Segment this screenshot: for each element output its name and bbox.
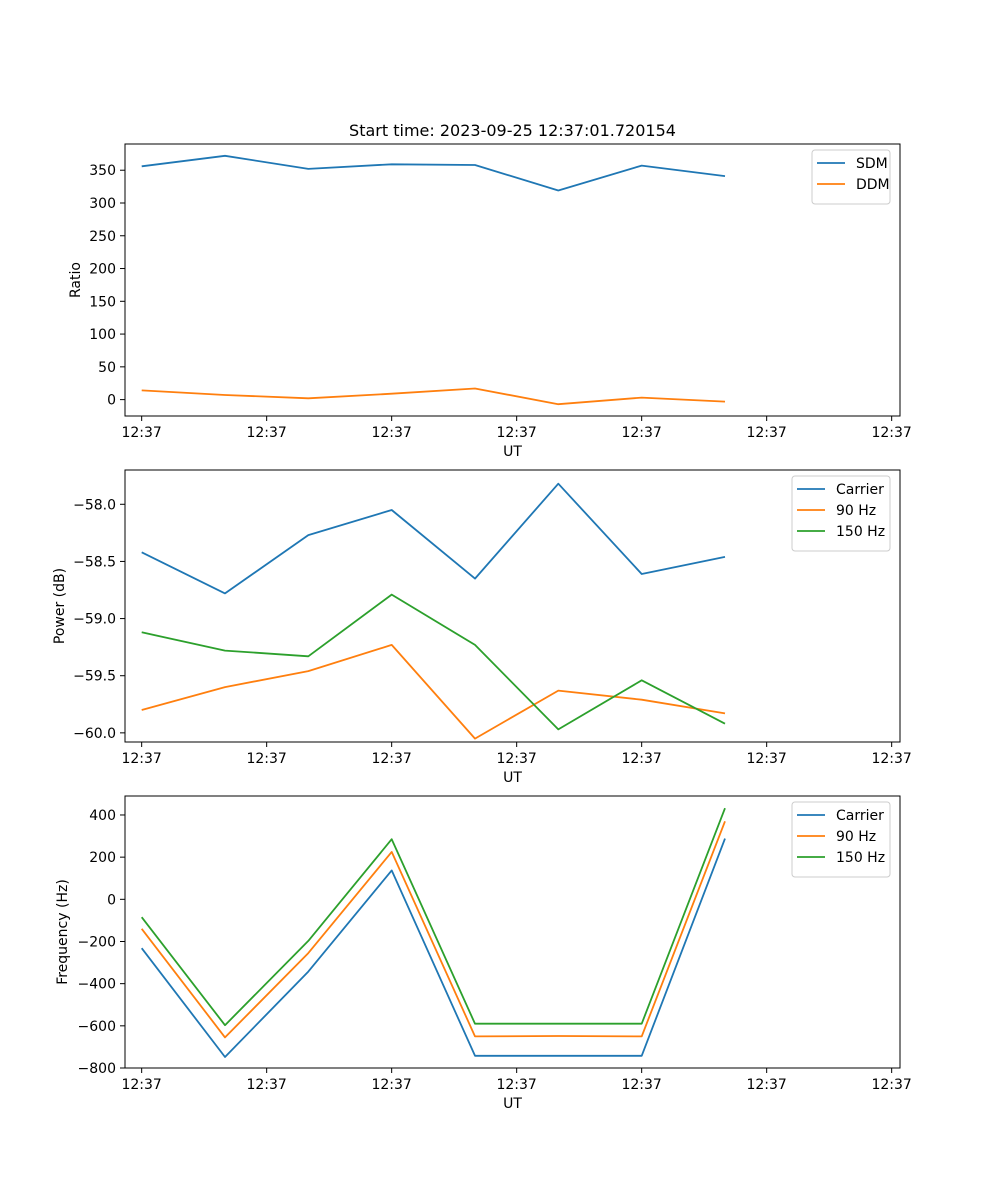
figure-title: Start time: 2023-09-25 12:37:01.720154 bbox=[349, 121, 676, 140]
frequency-x-tick-label: 12:37 bbox=[246, 1077, 286, 1093]
frequency-y-tick-label: 200 bbox=[89, 850, 116, 866]
power-x-tick-label: 12:37 bbox=[621, 751, 661, 767]
frequency-series-line-carrier bbox=[140, 838, 726, 1058]
ratio-legend-entry: SDM bbox=[856, 156, 888, 172]
frequency-x-tick-label: 12:37 bbox=[121, 1077, 161, 1093]
frequency-y-tick-label: 400 bbox=[89, 808, 116, 824]
frequency-y-tick-label: −400 bbox=[78, 977, 116, 993]
ratio-y-axis-label: Ratio bbox=[68, 262, 84, 298]
power-y-tick-label: −58.5 bbox=[73, 554, 116, 570]
frequency-legend-box bbox=[791, 801, 891, 878]
ratio-series-line-sdm bbox=[141, 154, 726, 192]
ratio-y-tick-label: 250 bbox=[89, 229, 116, 245]
ratio-legend: SDM DDM bbox=[811, 149, 891, 205]
frequency-y-axis-label: Frequency (Hz) bbox=[55, 879, 71, 985]
power-y-axis-label: Power (dB) bbox=[52, 568, 68, 644]
power-x-tick-label: 12:37 bbox=[496, 751, 536, 767]
frequency-legend-entry: Carrier bbox=[836, 808, 884, 824]
frequency-x-tick-label: 12:37 bbox=[371, 1077, 411, 1093]
power-x-axis-label: UT bbox=[503, 770, 522, 786]
ratio-x-tick-label: 12:37 bbox=[371, 425, 411, 441]
ratio-legend-entry: DDM bbox=[856, 177, 890, 193]
ratio-x-tick-label: 12:37 bbox=[746, 425, 786, 441]
ratio-x-tick-label: 12:37 bbox=[871, 425, 911, 441]
ratio-x-tick-label: 12:37 bbox=[246, 425, 286, 441]
frequency-y-tick-label: −800 bbox=[78, 1061, 116, 1077]
power-y-tick-label: −58.0 bbox=[73, 497, 116, 513]
frequency-legend-entry: 150 Hz bbox=[836, 850, 885, 866]
frequency-x-tick-label: 12:37 bbox=[496, 1077, 536, 1093]
frequency-y-tick-label: −200 bbox=[78, 934, 116, 950]
power-legend-entry: 150 Hz bbox=[836, 524, 885, 540]
power-legend: Carrier 90 Hz 150 Hz bbox=[791, 475, 891, 552]
ratio-y-tick-label: 350 bbox=[89, 163, 116, 179]
frequency-series-line-90-hz bbox=[140, 820, 726, 1039]
power-x-tick-label: 12:37 bbox=[746, 751, 786, 767]
frequency-legend: Carrier 90 Hz 150 Hz bbox=[791, 801, 891, 878]
power-axes-frame bbox=[124, 469, 901, 743]
ratio-y-tick-label: 50 bbox=[98, 360, 116, 376]
frequency-legend-entry: 90 Hz bbox=[836, 829, 876, 845]
power-x-tick-label: 12:37 bbox=[371, 751, 411, 767]
power-x-tick-label: 12:37 bbox=[871, 751, 911, 767]
ratio-series-line-ddm bbox=[141, 387, 726, 406]
power-legend-box bbox=[791, 475, 891, 552]
frequency-x-tick-label: 12:37 bbox=[746, 1077, 786, 1093]
power-plot: 12:37 12:37 12:37 12:37 12:37 12:37 12:37 −60.0… bbox=[52, 469, 912, 786]
frequency-x-tick-label: 12:37 bbox=[621, 1077, 661, 1093]
ratio-y-tick-label: 0 bbox=[107, 393, 116, 409]
frequency-plot: 12:37 12:37 12:37 12:37 12:37 12:37 12:37 −800 −… bbox=[55, 795, 912, 1112]
power-y-tick-label: −59.5 bbox=[73, 669, 116, 685]
ratio-y-tick-label: 150 bbox=[89, 294, 116, 310]
ratio-x-tick-label: 12:37 bbox=[121, 425, 161, 441]
frequency-x-axis-label: UT bbox=[503, 1096, 522, 1112]
ratio-y-tick-label: 300 bbox=[89, 196, 116, 212]
ratio-axes-frame bbox=[124, 143, 901, 417]
ratio-x-tick-label: 12:37 bbox=[621, 425, 661, 441]
power-x-tick-label: 12:37 bbox=[121, 751, 161, 767]
frequency-y-tick-label: 0 bbox=[107, 892, 116, 908]
frequency-y-tick-label: −600 bbox=[78, 1019, 116, 1035]
power-legend-entry: Carrier bbox=[836, 482, 884, 498]
power-y-tick-label: −59.0 bbox=[73, 612, 116, 628]
power-series-line-carrier bbox=[141, 482, 726, 595]
ratio-x-tick-label: 12:37 bbox=[496, 425, 536, 441]
power-series-line-90-hz bbox=[141, 644, 726, 740]
power-x-tick-label: 12:37 bbox=[246, 751, 286, 767]
frequency-series-line-150-hz bbox=[140, 807, 726, 1027]
power-y-tick-label: −60.0 bbox=[73, 726, 116, 742]
ratio-x-axis-label: UT bbox=[503, 444, 522, 460]
power-legend-entry: 90 Hz bbox=[836, 503, 876, 519]
ratio-y-tick-label: 200 bbox=[89, 262, 116, 278]
frequency-axes-frame bbox=[124, 795, 901, 1069]
power-series-line-150-hz bbox=[141, 593, 726, 731]
ratio-plot: 12:37 12:37 12:37 12:37 12:37 12:37 12:37 0 50 10… bbox=[68, 143, 912, 460]
frequency-x-tick-label: 12:37 bbox=[871, 1077, 911, 1093]
ratio-y-tick-label: 100 bbox=[89, 327, 116, 343]
